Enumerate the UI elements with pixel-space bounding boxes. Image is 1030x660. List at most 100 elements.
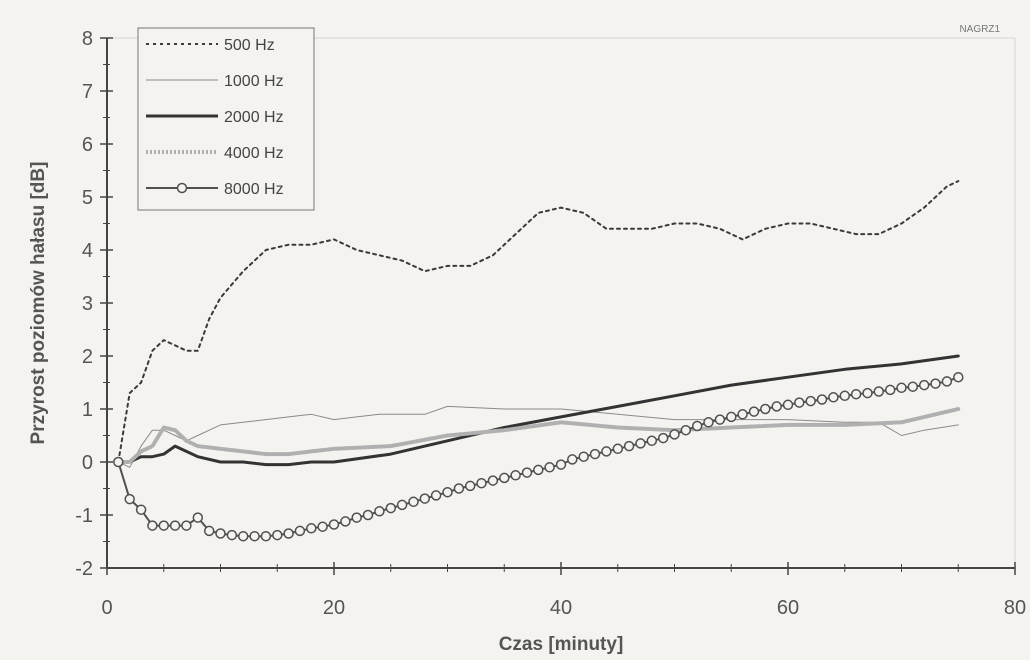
data-point-marker <box>510 470 521 481</box>
data-point-marker <box>714 414 726 425</box>
data-point-marker <box>680 424 692 436</box>
legend-label: 4000 Hz <box>224 145 284 162</box>
data-point-marker <box>839 390 851 402</box>
series-line-4000-hz <box>116 407 961 464</box>
legend-marker <box>176 182 188 194</box>
y-tick-label: 0 <box>82 452 93 474</box>
data-point-marker <box>941 376 953 387</box>
legend-label: 1000 Hz <box>224 73 284 90</box>
y-tick-label: -1 <box>75 505 93 527</box>
data-point-marker <box>601 446 612 457</box>
data-point-marker <box>589 448 601 460</box>
data-point-marker <box>430 490 442 501</box>
data-point-marker <box>283 528 294 539</box>
data-point-marker <box>328 519 340 530</box>
legend-label: 500 Hz <box>224 37 275 54</box>
x-tick-label: 60 <box>777 597 799 619</box>
data-point-marker <box>135 504 147 515</box>
legend-label: 2000 Hz <box>224 109 284 126</box>
data-point-marker <box>442 486 453 498</box>
data-point-marker <box>464 480 476 492</box>
data-point-marker <box>533 464 544 476</box>
data-point-marker <box>544 462 555 473</box>
data-point-marker <box>930 378 941 389</box>
y-tick-label: 3 <box>82 293 93 315</box>
data-point-marker <box>487 475 499 486</box>
x-tick-label: 40 <box>550 597 572 619</box>
data-point-marker <box>771 401 782 412</box>
data-point-marker <box>907 381 919 392</box>
data-point-marker <box>317 521 328 532</box>
data-point-marker <box>306 523 317 534</box>
data-point-marker <box>578 451 589 462</box>
data-point-marker <box>215 528 226 539</box>
data-point-marker <box>237 530 249 542</box>
data-point-marker <box>794 397 805 408</box>
y-tick-label: 1 <box>82 399 93 421</box>
data-point-marker <box>351 512 362 523</box>
data-point-marker <box>408 496 419 508</box>
data-point-marker <box>385 502 397 514</box>
y-tick-label: 8 <box>82 28 93 50</box>
data-point-marker <box>623 440 635 452</box>
data-point-marker <box>147 520 158 531</box>
data-point-marker <box>340 516 351 527</box>
series-line-500-hz <box>117 180 960 463</box>
data-point-marker <box>896 382 907 394</box>
data-point-marker <box>521 467 533 478</box>
data-point-marker <box>453 483 465 494</box>
data-point-marker <box>192 512 204 523</box>
data-point-marker <box>272 529 283 541</box>
data-point-marker <box>737 409 748 420</box>
data-point-marker <box>862 387 873 399</box>
data-point-marker <box>646 435 658 447</box>
data-point-marker <box>226 529 238 541</box>
y-axis-title: Przyrost poziomów hałasu [dB] <box>28 162 49 445</box>
x-tick-label: 0 <box>101 597 112 619</box>
legend-label: 8000 Hz <box>224 181 284 198</box>
data-point-marker <box>635 438 646 449</box>
data-point-marker <box>294 525 306 537</box>
data-point-marker <box>249 530 260 542</box>
x-axis-title: Czas [minuty] <box>499 634 624 655</box>
data-point-marker <box>782 399 794 411</box>
series-line-2000-hz <box>116 354 960 467</box>
data-point-marker <box>703 417 714 428</box>
chart-tag: NAGRZ1 <box>959 24 1000 35</box>
data-point-marker <box>850 388 862 400</box>
data-point-marker <box>748 406 760 417</box>
data-point-marker <box>828 392 839 403</box>
data-point-marker <box>499 472 510 484</box>
data-point-marker <box>884 384 896 396</box>
y-tick-label: 4 <box>82 240 93 262</box>
data-point-marker <box>657 432 669 444</box>
data-point-marker <box>816 394 828 405</box>
data-point-marker <box>169 520 181 531</box>
data-point-marker <box>918 379 930 391</box>
data-point-marker <box>158 520 170 531</box>
data-point-marker <box>612 443 624 455</box>
data-point-marker <box>953 371 964 383</box>
y-tick-label: 7 <box>82 81 93 103</box>
data-point-marker <box>555 459 567 470</box>
data-point-marker <box>691 420 703 432</box>
y-tick-label: 6 <box>82 134 93 156</box>
legend: 500 Hz 1000 Hz 2000 Hz 4000 Hz 8000 Hz <box>137 27 315 211</box>
data-point-marker <box>181 520 192 531</box>
y-tick-label: 2 <box>82 346 93 368</box>
y-tick-label: 5 <box>82 187 93 209</box>
data-point-marker <box>567 454 578 465</box>
data-point-marker <box>873 386 885 397</box>
data-point-marker <box>203 525 215 537</box>
y-tick-label: -2 <box>75 558 93 580</box>
x-tick-label: 80 <box>1004 597 1026 619</box>
data-point-marker <box>476 477 487 489</box>
series-layer <box>113 180 964 542</box>
data-point-marker <box>362 509 374 521</box>
data-point-marker <box>124 493 135 505</box>
x-tick-label: 20 <box>323 597 345 619</box>
data-point-marker <box>374 506 385 517</box>
data-point-marker <box>669 429 680 440</box>
